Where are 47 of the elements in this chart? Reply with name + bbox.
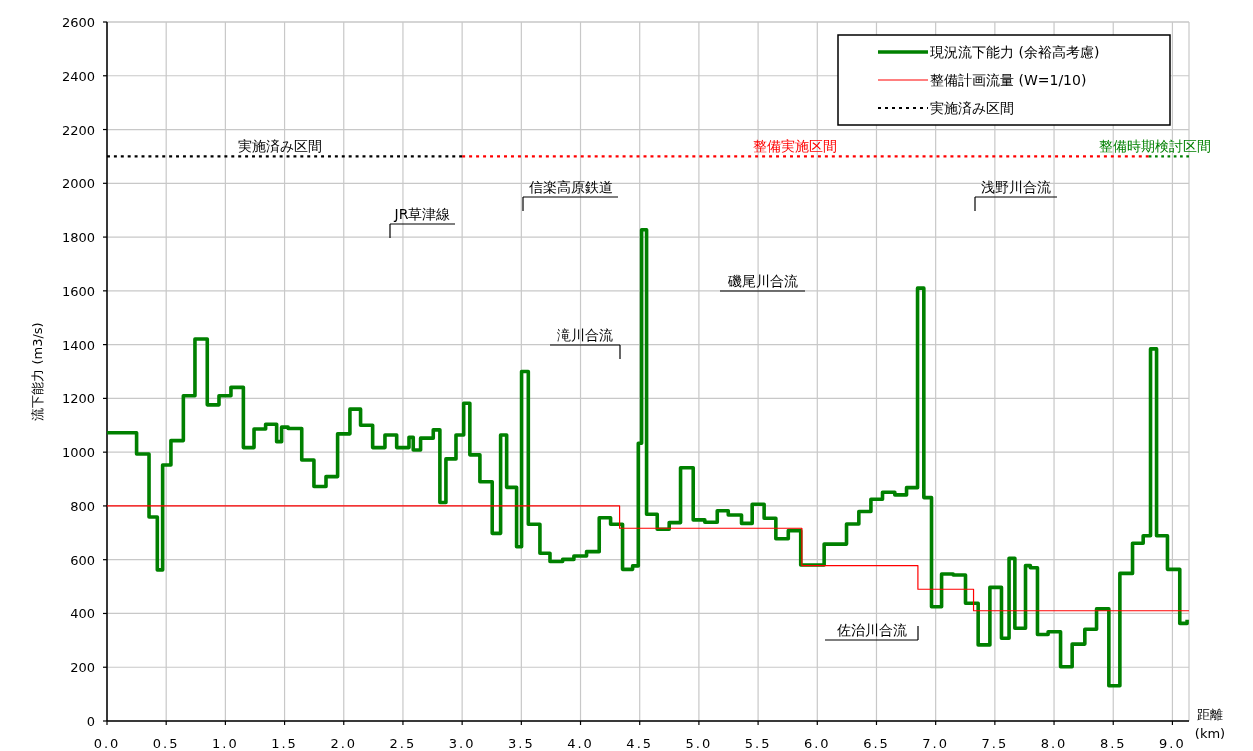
y-tick-label: 200 <box>70 660 95 676</box>
x-tick-label: 9.0 <box>1159 736 1186 751</box>
x-tick-label: 3.5 <box>507 736 535 751</box>
x-tick-label: 4.5 <box>626 736 654 751</box>
x-tick-label: 0.5 <box>152 736 180 751</box>
legend-label: 実施済み区間 <box>930 100 1014 116</box>
x-tick-label: 0.0 <box>93 736 121 751</box>
annotation: 滝川合流 <box>557 327 613 343</box>
y-tick-label: 1200 <box>61 391 95 407</box>
x-tick-label: 6.5 <box>863 736 890 751</box>
x-tick-label: 2.5 <box>389 736 417 751</box>
x-tick-label: 3.0 <box>448 736 476 751</box>
x-tick-label: 8.5 <box>1099 736 1127 751</box>
x-tick-label: 8.0 <box>1040 736 1068 751</box>
x-tick-label: 6.0 <box>803 736 831 751</box>
legend-label: 現況流下能力 (余裕高考慮) <box>930 44 1100 60</box>
y-tick-label: 800 <box>70 498 95 514</box>
x-tick-label: 2.0 <box>330 736 358 751</box>
x-axis-title: 距離 (km) <box>1194 707 1226 741</box>
y-tick-label: 400 <box>70 606 95 622</box>
y-tick-label: 1000 <box>61 445 95 461</box>
y-tick-label: 2400 <box>61 68 95 84</box>
annotation: JR草津線 <box>393 206 451 222</box>
y-tick-label: 2000 <box>61 176 95 192</box>
annotation: 信楽高原鉄道 <box>528 179 613 195</box>
annotation: 実施済み区間 <box>237 138 322 155</box>
x-tick-label: 7.0 <box>922 736 950 751</box>
x-tick-label: 5.5 <box>744 736 772 751</box>
x-tick-label: 4.0 <box>567 736 594 751</box>
annotation: 浅野川合流 <box>981 179 1051 195</box>
y-tick-label: 1800 <box>61 230 95 246</box>
y-tick-label: 0 <box>86 714 95 729</box>
x-tick-label: 1.0 <box>212 736 239 751</box>
legend-label: 整備計画流量 (W=1/10) <box>930 72 1087 88</box>
annotation: 整備実施区間 <box>752 138 837 155</box>
x-tick-label: 1.5 <box>271 736 298 751</box>
y-tick-label: 600 <box>70 552 95 568</box>
annotation: 磯尾川合流 <box>726 273 798 289</box>
y-tick-label: 1400 <box>61 337 95 353</box>
annotation: 佐治川合流 <box>836 622 907 638</box>
y-tick-label: 2200 <box>61 122 95 138</box>
y-axis-title: 流下能力 (m3/s) <box>30 322 45 421</box>
y-tick-label: 1600 <box>61 283 95 299</box>
annotation: 整備時期検討区間 <box>1098 138 1211 155</box>
x-tick-label: 5.0 <box>685 736 713 751</box>
x-tick-label: 7.5 <box>981 736 1009 751</box>
y-tick-label: 2600 <box>61 15 95 30</box>
